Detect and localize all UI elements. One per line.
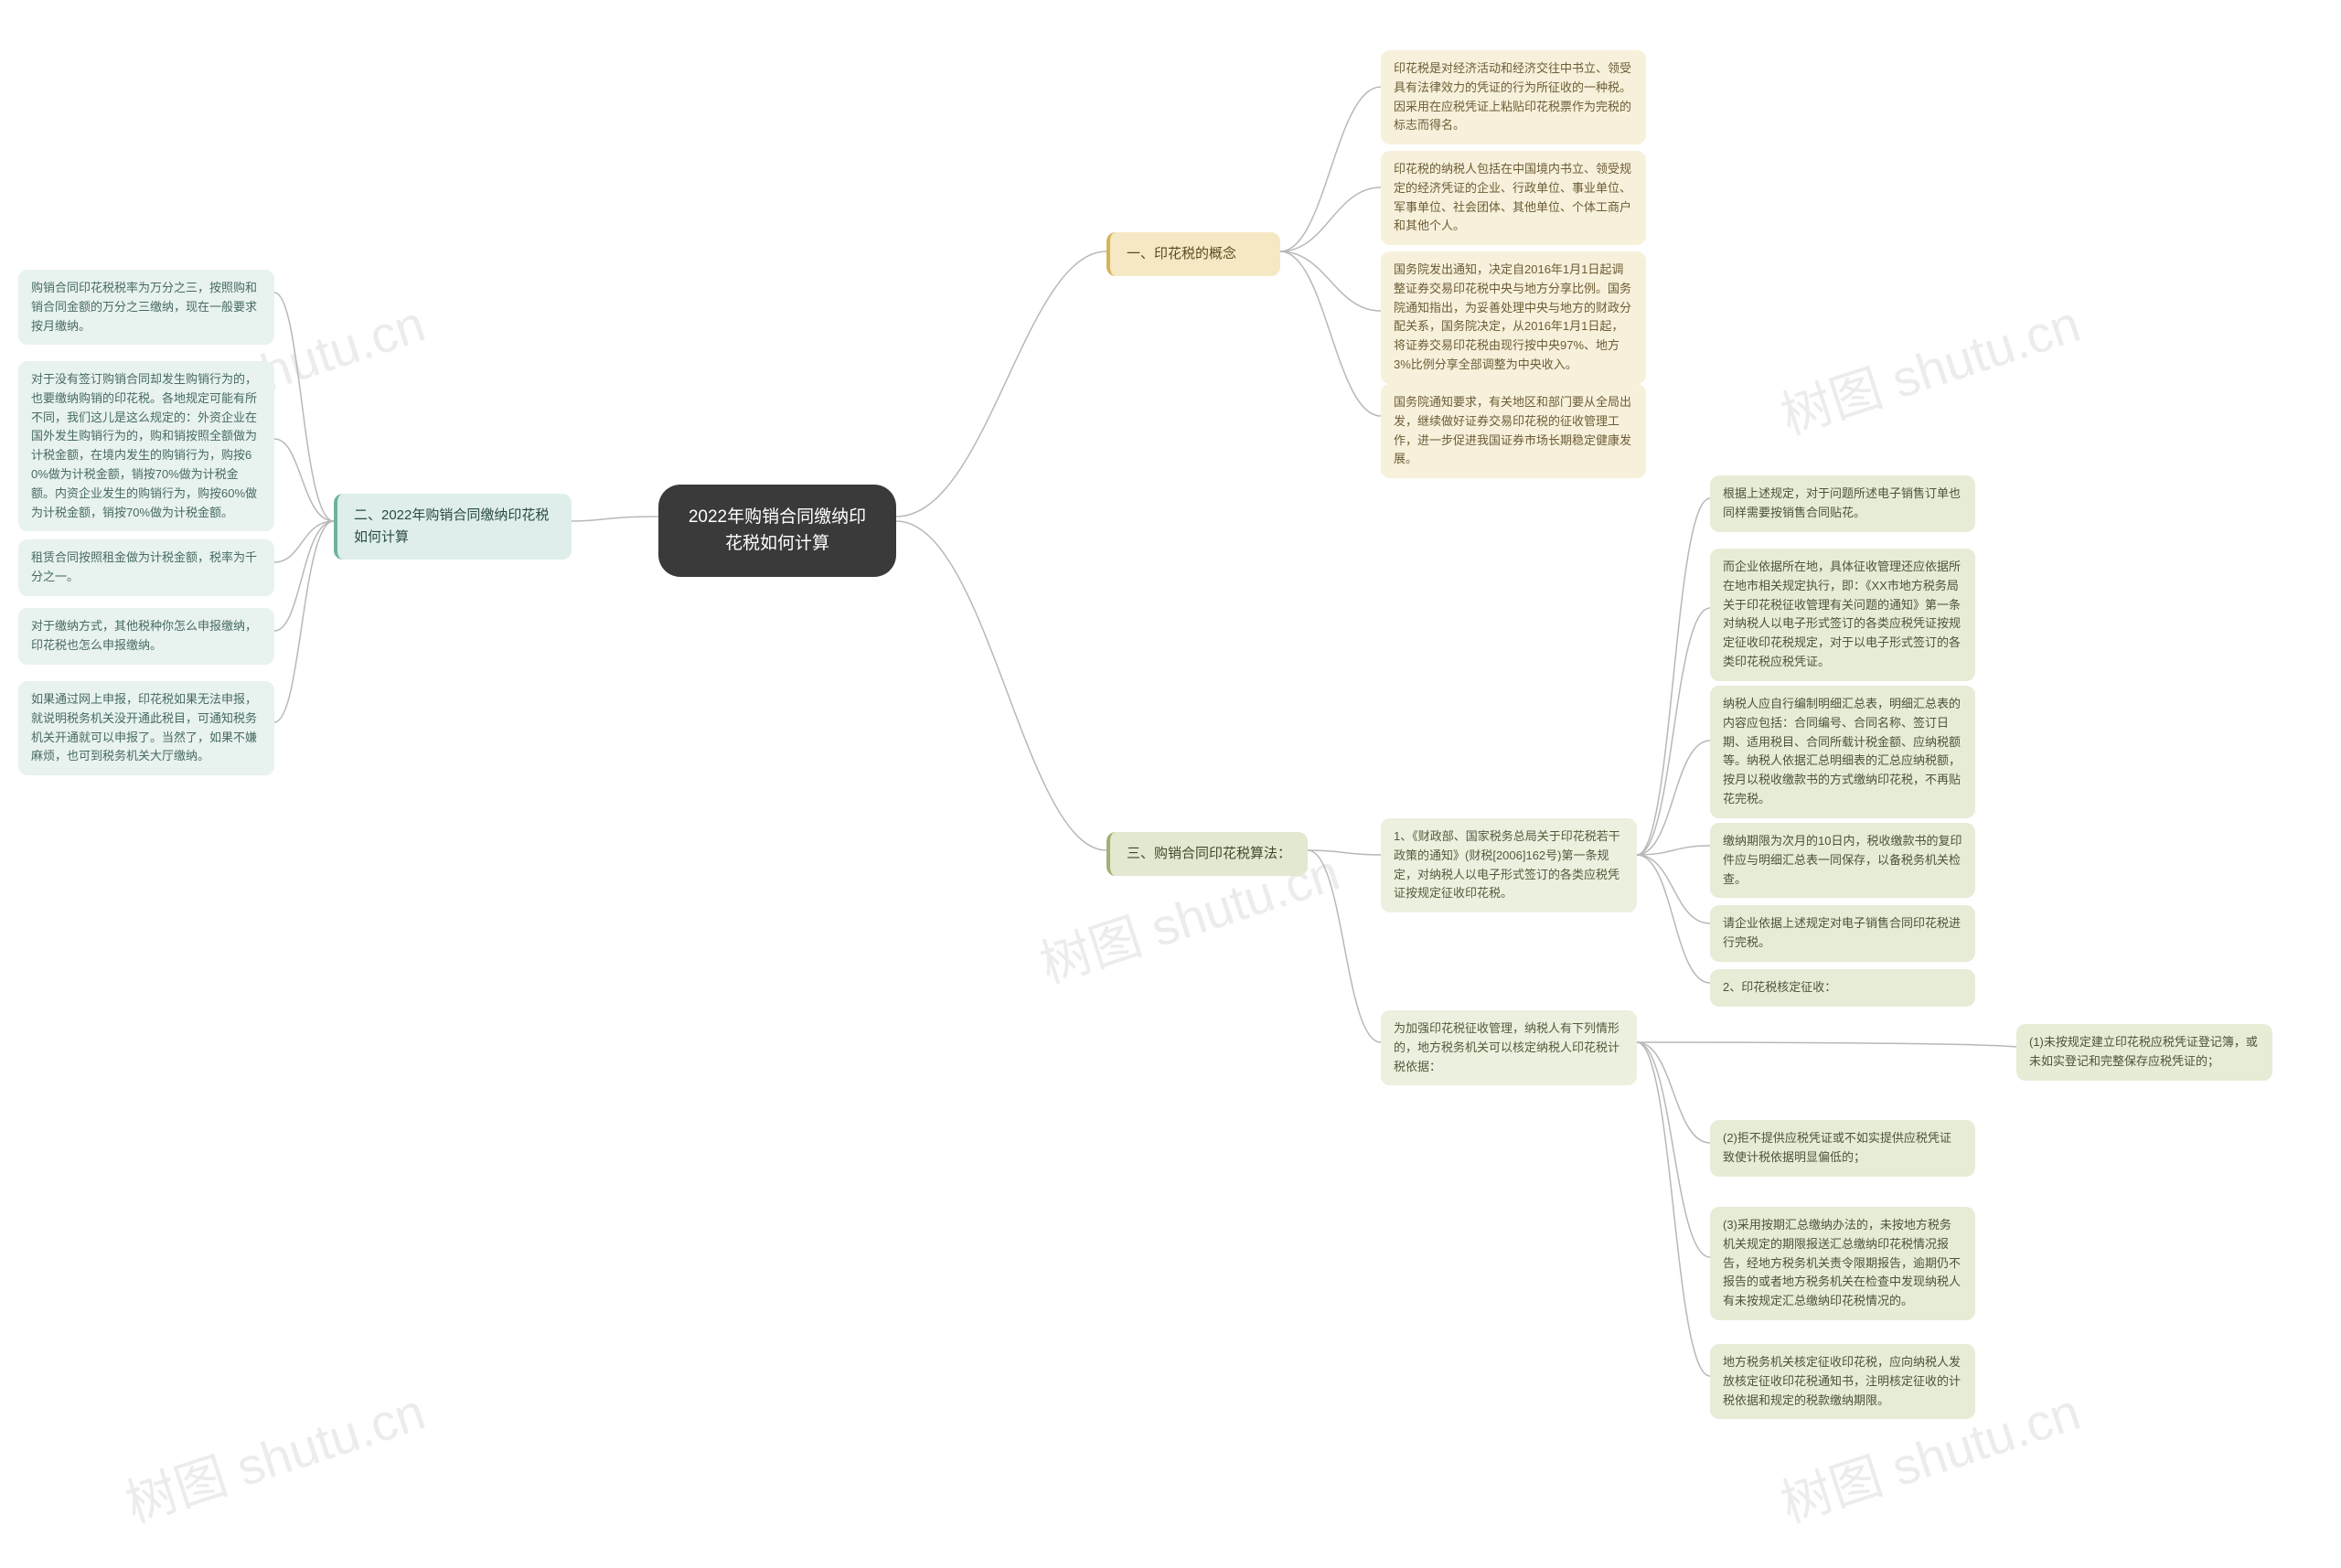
branch-algorithm: 三、购销合同印花税算法： bbox=[1106, 832, 1308, 876]
leaf-b3r-6: (1)未按规定建立印花税应税凭证登记簿，或未如实登记和完整保存应税凭证的； bbox=[2016, 1024, 2272, 1081]
leaf-b3r-5: 2、印花税核定征收： bbox=[1710, 969, 1975, 1007]
leaf-b3r-0: 根据上述规定，对于问题所述电子销售订单也同样需要按销售合同贴花。 bbox=[1710, 475, 1975, 532]
leaf-b3-0: 1、《财政部、国家税务总局关于印花税若干政策的通知》(财税[2006]162号)… bbox=[1381, 818, 1637, 912]
root-node: 2022年购销合同缴纳印花税如何计算 bbox=[658, 485, 896, 577]
leaf-b2-3: 对于缴纳方式，其他税种你怎么申报缴纳，印花税也怎么申报缴纳。 bbox=[18, 608, 274, 665]
leaf-b3r-4: 请企业依据上述规定对电子销售合同印花税进行完税。 bbox=[1710, 905, 1975, 962]
leaf-b1-0: 印花税是对经济活动和经济交往中书立、领受具有法律效力的凭证的行为所征收的一种税。… bbox=[1381, 50, 1646, 144]
leaf-b3r-2: 纳税人应自行编制明细汇总表，明细汇总表的内容应包括：合同编号、合同名称、签订日期… bbox=[1710, 686, 1975, 818]
watermark: 树图 shutu.cn bbox=[1770, 283, 2089, 450]
leaf-b1-3: 国务院通知要求，有关地区和部门要从全局出发，继续做好证券交易印花税的征收管理工作… bbox=[1381, 384, 1646, 478]
branch-calc-2022: 二、2022年购销合同缴纳印花税如何计算 bbox=[334, 494, 572, 560]
leaf-b3r-8: (3)采用按期汇总缴纳办法的，未按地方税务机关规定的期限报送汇总缴纳印花税情况报… bbox=[1710, 1207, 1975, 1320]
leaf-b3r-1: 而企业依据所在地，具体征收管理还应依据所在地市相关规定执行，即：《XX市地方税务… bbox=[1710, 549, 1975, 681]
leaf-b2-1: 对于没有签订购销合同却发生购销行为的，也要缴纳购销的印花税。各地规定可能有所不同… bbox=[18, 361, 274, 531]
leaf-b3r-7: (2)拒不提供应税凭证或不如实提供应税凭证致使计税依据明显偏低的； bbox=[1710, 1120, 1975, 1177]
leaf-b1-2: 国务院发出通知，决定自2016年1月1日起调整证券交易印花税中央与地方分享比例。… bbox=[1381, 251, 1646, 384]
leaf-b1-1: 印花税的纳税人包括在中国境内书立、领受规定的经济凭证的企业、行政单位、事业单位、… bbox=[1381, 151, 1646, 245]
leaf-b2-0: 购销合同印花税税率为万分之三，按照购和销合同金额的万分之三缴纳，现在一般要求按月… bbox=[18, 270, 274, 345]
leaf-b2-2: 租赁合同按照租金做为计税金额，税率为千分之一。 bbox=[18, 539, 274, 596]
watermark: 树图 shutu.cn bbox=[115, 1371, 433, 1538]
branch-concept: 一、印花税的概念 bbox=[1106, 232, 1280, 276]
leaf-b2-4: 如果通过网上申报，印花税如果无法申报，就说明税务机关没开通此税目，可通知税务机关… bbox=[18, 681, 274, 775]
leaf-b3-1: 为加强印花税征收管理，纳税人有下列情形的，地方税务机关可以核定纳税人印花税计税依… bbox=[1381, 1010, 1637, 1085]
leaf-b3r-9: 地方税务机关核定征收印花税，应向纳税人发放核定征收印花税通知书，注明核定征收的计… bbox=[1710, 1344, 1975, 1419]
leaf-b3r-3: 缴纳期限为次月的10日内，税收缴款书的复印件应与明细汇总表一同保存，以备税务机关… bbox=[1710, 823, 1975, 898]
